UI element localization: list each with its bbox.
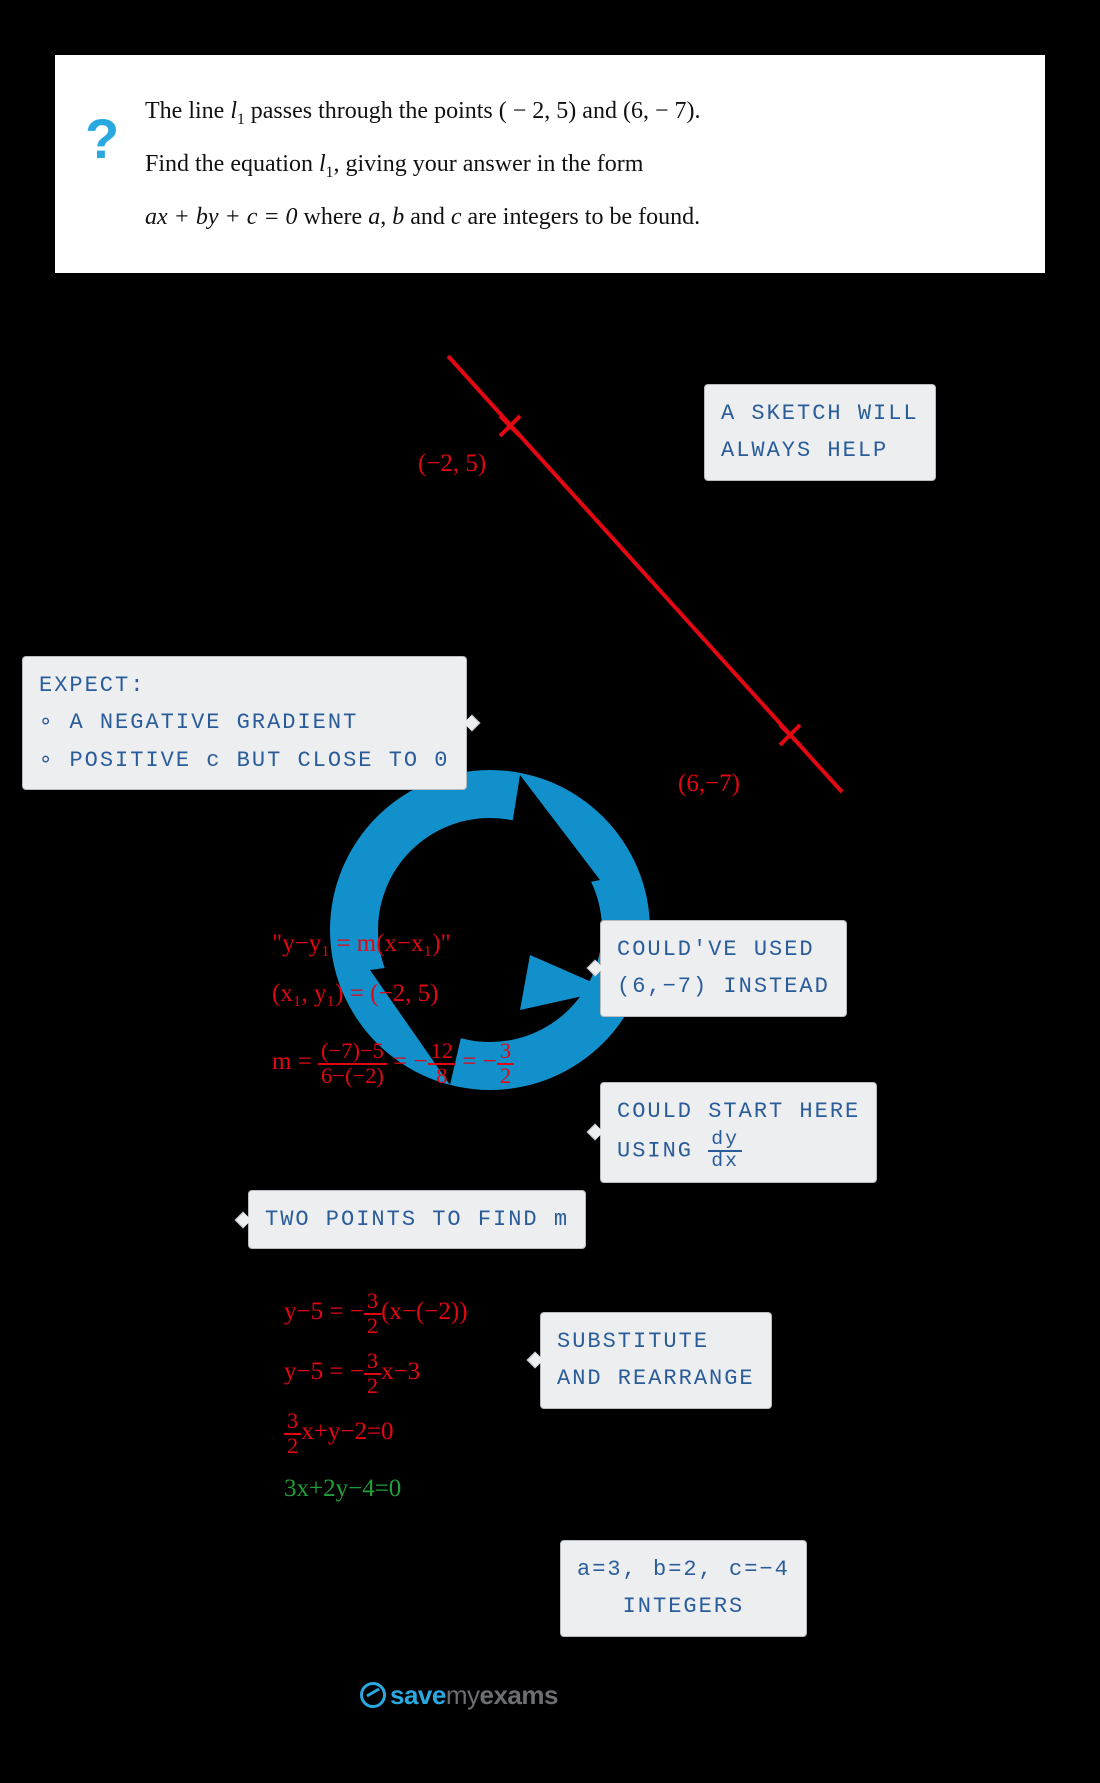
work-slope: m = (−7)−56−(−2) = −128 = −32 (272, 1040, 514, 1087)
note-two-points: TWO POINTS TO FIND m (248, 1190, 586, 1249)
note-sketch-help: A SKETCH WILL ALWAYS HELP (704, 384, 936, 481)
note-answer: a=3, b=2, c=−4 INTEGERS (560, 1540, 807, 1637)
work-step-3: 32x+y−2=0 (284, 1410, 394, 1457)
work-point: (x₁, y₁) = (−2, 5) (272, 980, 438, 1008)
footer-logo-icon (360, 1682, 386, 1708)
point-1-label: (−2, 5) (418, 450, 486, 478)
note-could-start: COULD START HERE USING dydx (600, 1082, 877, 1183)
note-expect: EXPECT: ∘ A NEGATIVE GRADIENT ∘ POSITIVE… (22, 656, 467, 790)
footer-logo: savemyexams (360, 1680, 558, 1711)
work-formula: "y−y₁ = m(x−x₁)" (272, 930, 451, 958)
note-substitute: SUBSTITUTE AND REARRANGE (540, 1312, 772, 1409)
work-step-2: y−5 = −32x−3 (284, 1350, 420, 1397)
work-step-1: y−5 = −32(x−(−2)) (284, 1290, 468, 1337)
note-could-used: COULD'VE USED (6,−7) INSTEAD (600, 920, 847, 1017)
work-final: 3x+2y−4=0 (284, 1475, 401, 1503)
sketch-layer (0, 0, 1100, 1783)
point-2-label: (6,−7) (678, 770, 740, 798)
